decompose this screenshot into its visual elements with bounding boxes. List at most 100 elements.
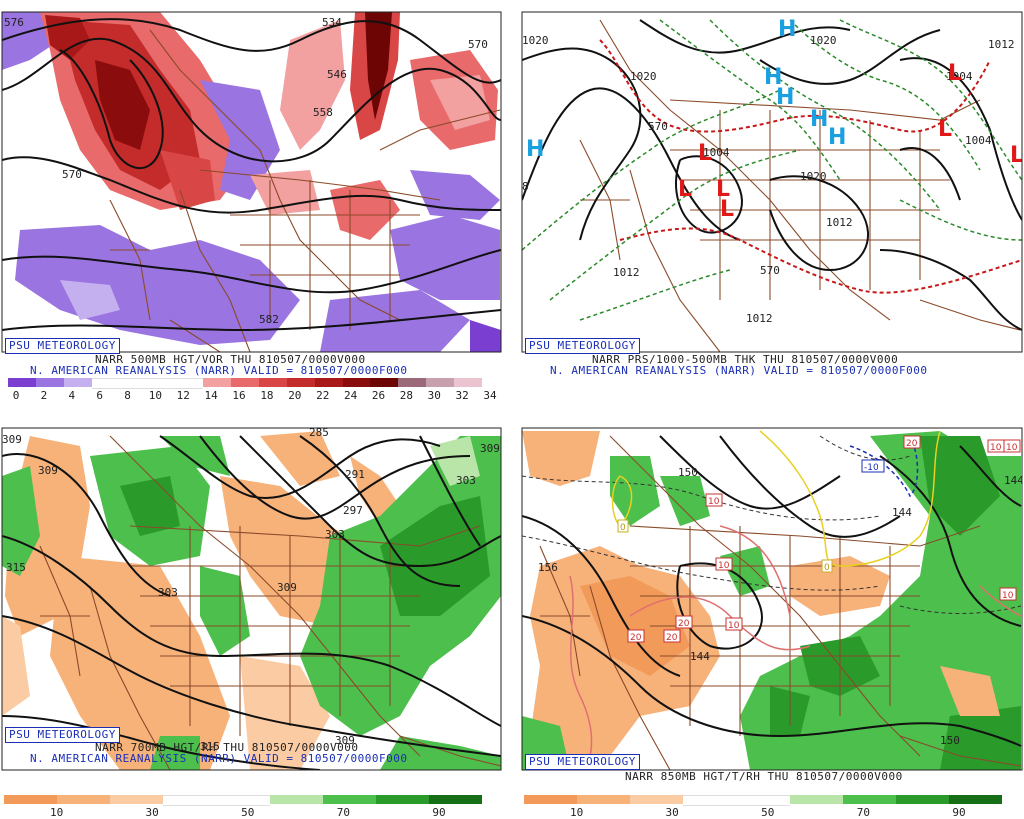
colorbar-tick-label: 20 xyxy=(288,389,302,402)
isobars xyxy=(522,19,1022,331)
low-symbol: L xyxy=(938,117,952,142)
svg-text:315: 315 xyxy=(6,561,26,574)
colorbar-swatch xyxy=(216,795,270,806)
svg-text:150: 150 xyxy=(940,734,960,747)
colorbar-swatch xyxy=(119,378,148,389)
temp-label: 10 xyxy=(999,587,1017,601)
svg-text:1004: 1004 xyxy=(946,70,973,83)
colorbar-tick-label: 90 xyxy=(432,806,446,819)
colorbar-swatch xyxy=(948,795,1002,804)
svg-text:10: 10 xyxy=(708,497,720,507)
colorbar-tick-label: 34 xyxy=(483,389,497,402)
colorbar-swatch xyxy=(175,378,204,389)
colorbar-swatch xyxy=(524,795,578,804)
colorbar-swatch xyxy=(683,795,737,806)
psu-meteorology-badge: PSU METEOROLOGY xyxy=(5,338,120,354)
svg-text:144: 144 xyxy=(1004,474,1024,487)
panel-700mb-rh: 309 309 285 291 297 303 309 303 315 309 … xyxy=(0,416,503,819)
high-symbol: H xyxy=(810,107,828,132)
svg-text:20: 20 xyxy=(678,619,690,629)
svg-text:309: 309 xyxy=(335,734,355,747)
colorbar-tick-label: 30 xyxy=(145,806,159,819)
psu-meteorology-badge: PSU METEOROLOGY xyxy=(525,754,640,770)
colorbar-swatch xyxy=(163,795,217,806)
panel-850mb-temp-rh: 150 156 144 144 150 144 10 10 10 20 20 2… xyxy=(520,416,1024,819)
svg-text:144: 144 xyxy=(892,506,912,519)
colorbar-swatch xyxy=(110,795,164,804)
svg-text:309: 309 xyxy=(2,433,22,446)
colorbar-swatch xyxy=(57,795,111,804)
svg-text:558: 558 xyxy=(313,106,333,119)
temp-label: 10 xyxy=(715,557,733,571)
map-500mb: 576 534 570 546 558 570 582 xyxy=(1,11,502,353)
svg-text:303: 303 xyxy=(325,528,345,541)
colorbar-tick-label: 50 xyxy=(761,806,775,819)
thickness-contours-cool xyxy=(522,19,1022,321)
colorbar-swatch xyxy=(231,378,259,387)
colorbar-swatch xyxy=(4,795,58,804)
svg-text:570: 570 xyxy=(62,168,82,181)
svg-text:285: 285 xyxy=(309,426,329,439)
panel-subtitle: N. AMERICAN REANALYSIS (NARR) VALID = 81… xyxy=(30,364,408,377)
colorbar-tick-label: 30 xyxy=(427,389,441,402)
svg-text:1012: 1012 xyxy=(613,266,640,279)
colorbar-tick-label: 22 xyxy=(316,389,330,402)
colorbar-tick-label: 90 xyxy=(952,806,966,819)
svg-text:303: 303 xyxy=(158,586,178,599)
map-700mb: 309 309 285 291 297 303 309 303 315 309 … xyxy=(1,426,502,771)
rh-colorbar-labels: 10 30 50 70 90 xyxy=(524,806,1002,819)
colorbar-tick-label: 24 xyxy=(343,389,358,402)
panel-title: NARR 700MB HGT/RH THU 810507/0000V000 xyxy=(95,741,359,754)
colorbar-swatch xyxy=(286,378,315,387)
colorbar-swatch xyxy=(842,795,896,804)
colorbar-tick-label: 26 xyxy=(371,389,386,402)
svg-text:-10: -10 xyxy=(864,463,879,473)
height-labels: 150 156 144 144 150 144 xyxy=(538,466,1024,747)
temp-label: 20 xyxy=(663,629,681,643)
rh-colorbar-labels: 10 30 50 70 90 xyxy=(4,806,482,819)
humidity-shading xyxy=(522,431,1021,770)
low-symbol: L xyxy=(678,177,692,202)
svg-text:0: 0 xyxy=(824,563,830,573)
vorticity-colorbar-labels: 0 2 4 6 8 10 12 14 16 18 20 22 24 26 28 30 32 34 xyxy=(8,389,497,402)
thickness-contours-warm xyxy=(599,39,1022,294)
svg-text:10: 10 xyxy=(990,443,1002,453)
temp-label: 0 xyxy=(617,519,629,533)
colorbar-swatch xyxy=(147,378,176,389)
low-pressure-centers: L L L L L L L xyxy=(678,61,1022,222)
colorbar-swatch xyxy=(577,795,631,804)
colorbar-tick-label: 70 xyxy=(856,806,870,819)
svg-text:570: 570 xyxy=(468,38,488,51)
colorbar-swatch xyxy=(269,795,323,804)
humidity-shading xyxy=(2,431,501,770)
temp-label: 20 xyxy=(627,629,645,643)
high-symbol: H xyxy=(526,137,544,162)
svg-text:20: 20 xyxy=(906,439,918,449)
panel-title: NARR 850MB HGT/T/RH THU 810507/0000V000 xyxy=(625,770,903,783)
svg-text:10: 10 xyxy=(1006,443,1018,453)
colorbar-tick-label: 18 xyxy=(260,389,274,402)
political-boundaries xyxy=(39,435,501,770)
colorbar-tick-label: 28 xyxy=(399,389,413,402)
svg-text:309: 309 xyxy=(38,464,58,477)
colorbar-tick-label: 32 xyxy=(455,389,469,402)
temp-label: 20 xyxy=(903,435,921,449)
colorbar-swatch xyxy=(35,378,64,387)
svg-text:546: 546 xyxy=(327,68,347,81)
temp-label: 0 xyxy=(821,559,833,573)
colorbar-tick-label: 30 xyxy=(665,806,679,819)
height-contours xyxy=(2,435,501,770)
pressure-labels: 1020 1020 1020 1004 1020 1012 1012 1012 … xyxy=(522,34,1015,325)
panel-title: NARR 500MB HGT/VOR THU 810507/0000V000 xyxy=(95,353,366,366)
svg-text:309: 309 xyxy=(277,581,297,594)
colorbar-swatch xyxy=(258,378,287,387)
colorbar-tick-label: 14 xyxy=(204,389,218,402)
svg-text:20: 20 xyxy=(666,633,678,643)
colorbar-swatch xyxy=(375,795,429,804)
panel-pressure-thickness: 1020 1020 1020 1004 1020 1012 1012 1012 … xyxy=(520,0,1024,400)
svg-text:1012: 1012 xyxy=(826,216,853,229)
colorbar-swatch xyxy=(322,795,376,804)
colorbar-swatch xyxy=(203,378,231,387)
svg-text:1020: 1020 xyxy=(810,34,837,47)
low-symbol: L xyxy=(720,197,734,222)
